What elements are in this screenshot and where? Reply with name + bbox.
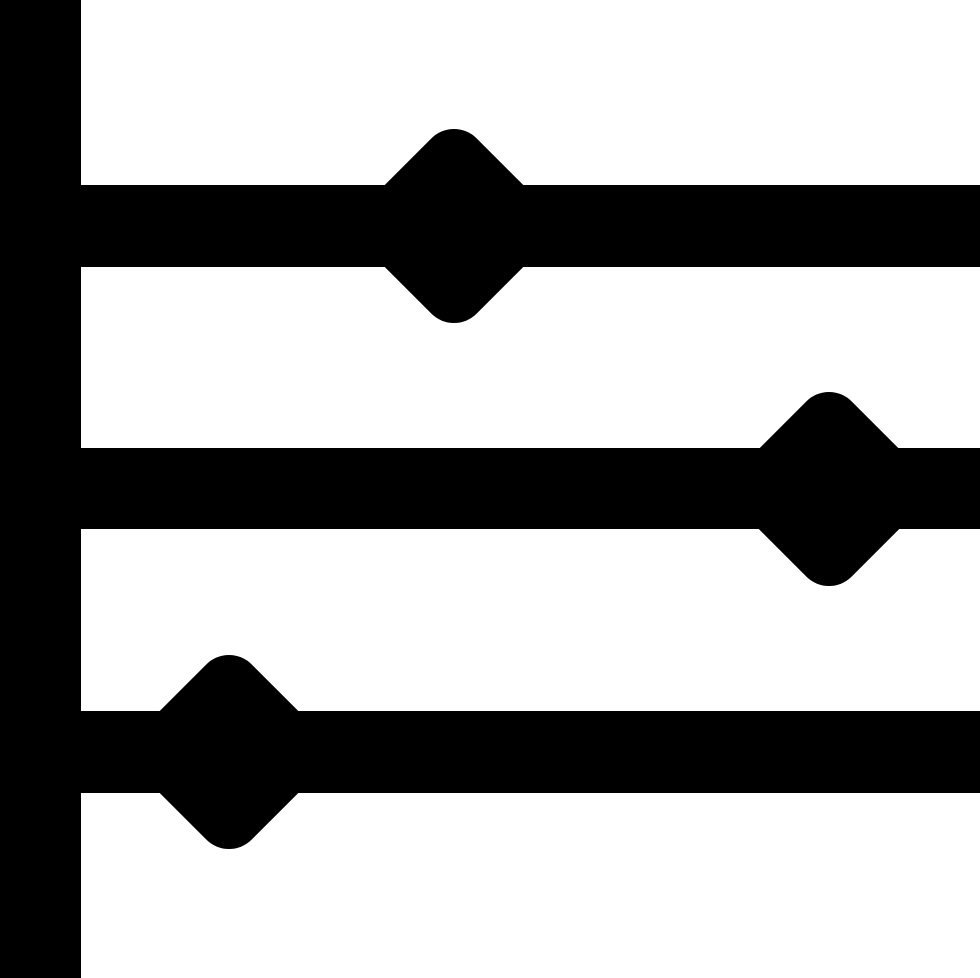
- vertical-axis-bar: [0, 0, 81, 978]
- diamond-marker-3: [131, 654, 327, 850]
- diamond-marker-2: [731, 391, 927, 587]
- diamond-marker-1: [356, 128, 552, 324]
